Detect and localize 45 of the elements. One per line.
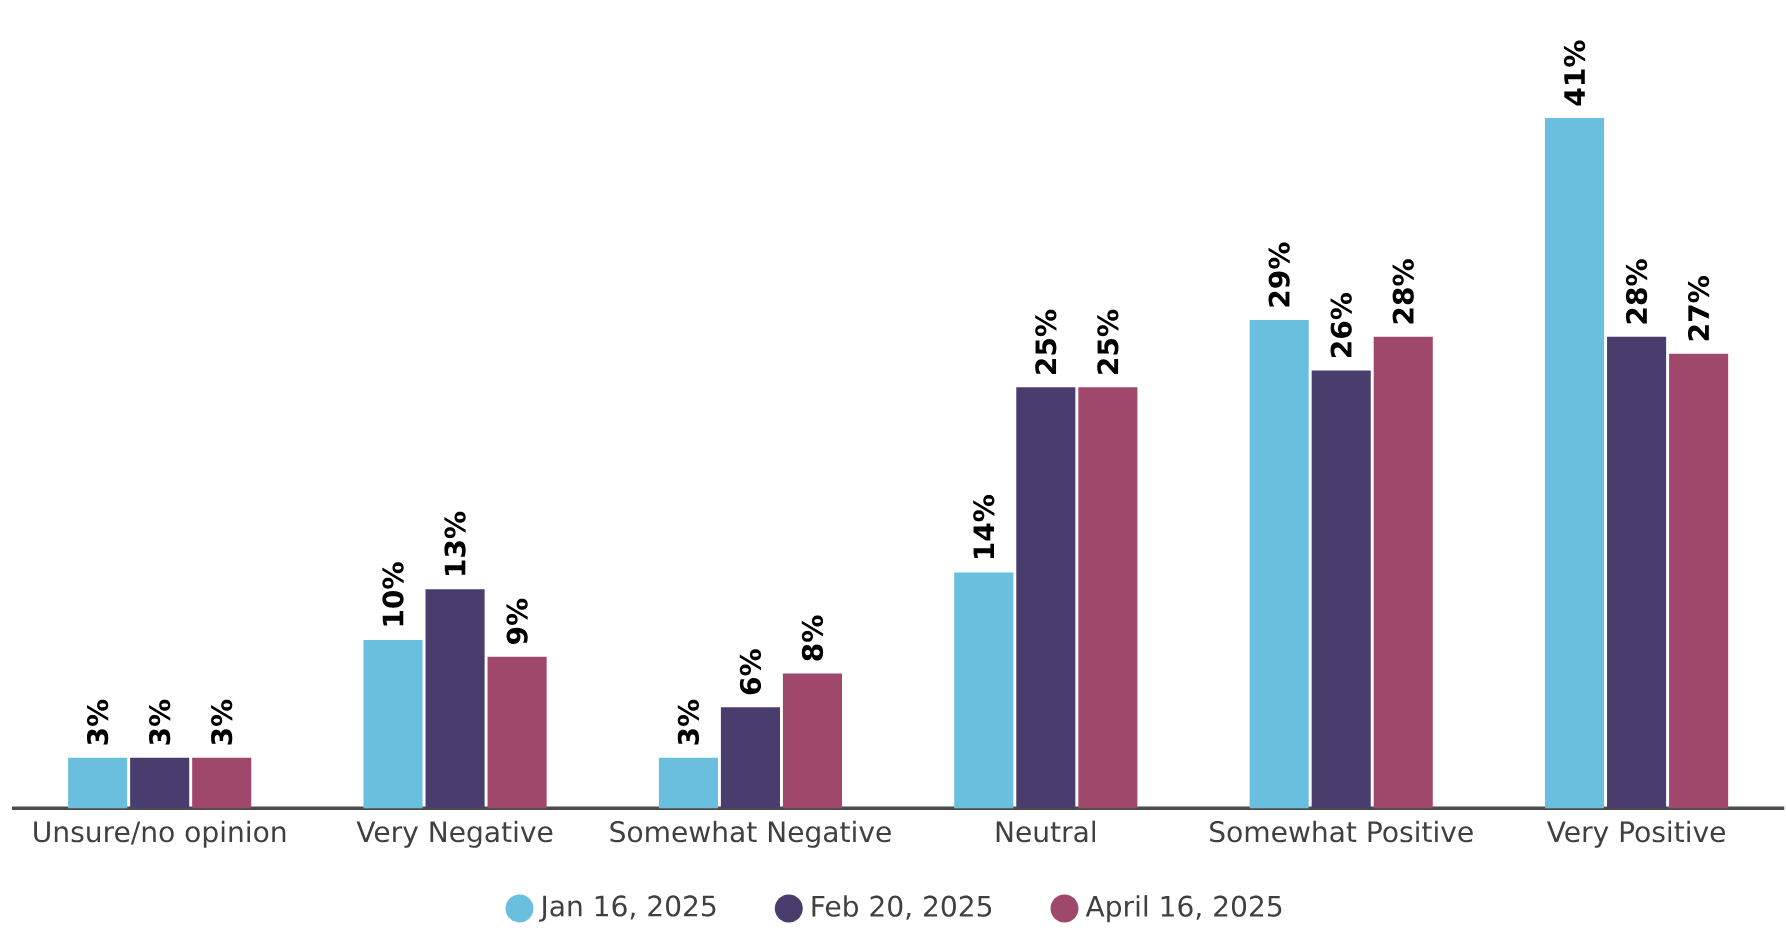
bar xyxy=(954,572,1014,809)
legend-label: Jan 16, 2025 xyxy=(539,895,716,922)
x-tick-label: Somewhat Negative xyxy=(610,820,891,848)
x-tick-label: Neutral xyxy=(996,820,1096,843)
data-label: 41% xyxy=(1563,40,1586,106)
data-label: 6% xyxy=(739,649,762,695)
data-label: 28% xyxy=(1392,259,1414,324)
bar xyxy=(1607,336,1667,809)
bar xyxy=(487,656,547,809)
data-label: 14% xyxy=(973,495,995,559)
bar xyxy=(658,757,718,809)
bar xyxy=(363,640,423,809)
data-label: 10% xyxy=(382,562,404,626)
data-label: 13% xyxy=(444,511,466,576)
data-label: 26% xyxy=(1330,293,1352,358)
bar xyxy=(720,707,780,809)
data-label: 25% xyxy=(1097,309,1119,375)
data-label: 9% xyxy=(506,598,528,645)
bar xyxy=(192,757,252,809)
bar xyxy=(1311,370,1371,809)
data-label: 28% xyxy=(1625,259,1648,324)
bar xyxy=(1373,336,1433,809)
bar xyxy=(1016,387,1076,809)
x-tick-label: Somewhat Positive xyxy=(1210,820,1473,843)
data-label: 3% xyxy=(211,699,233,745)
data-label: 3% xyxy=(87,699,109,745)
bar xyxy=(425,589,485,809)
x-tick-label: Very Negative xyxy=(356,820,553,848)
bar xyxy=(1669,353,1729,809)
data-label: 27% xyxy=(1687,276,1710,341)
bar xyxy=(1249,320,1309,809)
bar xyxy=(1078,387,1138,809)
legend-label: April 16, 2025 xyxy=(1085,895,1282,923)
data-label: 29% xyxy=(1268,242,1290,307)
bar xyxy=(130,757,190,809)
data-label: 3% xyxy=(677,699,700,745)
bar xyxy=(1545,118,1605,809)
bar xyxy=(782,673,842,809)
x-tick-label: Very Positive xyxy=(1546,820,1725,848)
bar xyxy=(68,757,128,809)
data-label: 8% xyxy=(801,615,824,661)
x-tick-label: Unsure/no opinion xyxy=(34,820,286,848)
data-label: 25% xyxy=(1035,309,1057,375)
legend-label: Feb 20, 2025 xyxy=(812,895,992,920)
data-label: 3% xyxy=(149,699,171,745)
